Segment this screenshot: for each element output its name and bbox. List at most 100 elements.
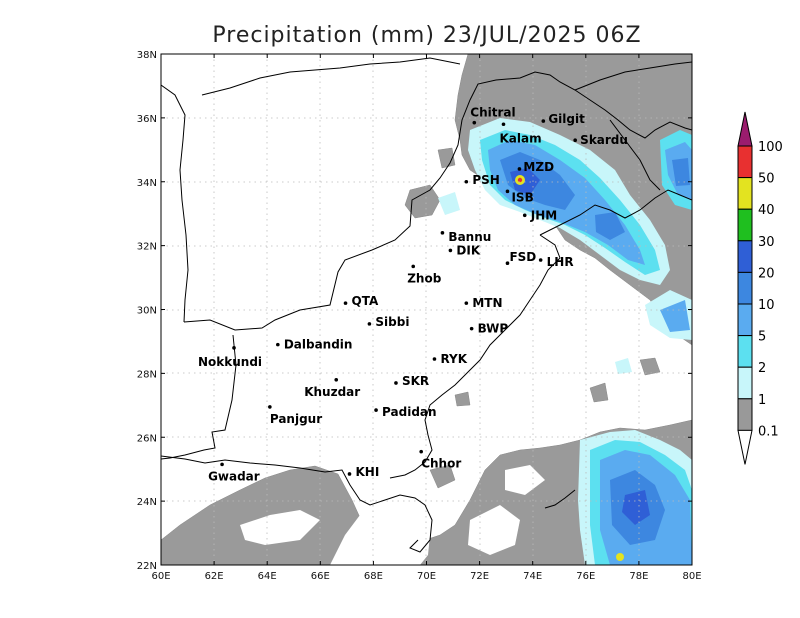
city-dot [440,231,445,235]
city-label: QTA [352,294,379,308]
city-label: Panjgur [270,412,322,426]
city-dot [573,138,577,143]
city-dot [334,377,339,382]
city-label: Dalbandin [284,338,353,352]
city-dot [472,120,477,125]
precip-deep-blue [510,168,650,525]
colorbar-label: 0.1 [758,424,779,439]
lat-tick-label: 24N [137,497,157,508]
colorbar-segment [737,335,753,368]
city-label: Bannu [448,230,491,244]
city-label: PSH [472,173,499,187]
city-label: Skardu [580,133,628,147]
city-label: LHR [547,255,574,269]
city-dot [220,462,224,467]
city-label: Chhor [421,457,461,471]
colorbar-label: 40 [758,203,775,218]
city-dot [448,248,453,253]
city-dot [432,357,437,361]
city-dot [501,122,506,127]
colorbar-segment [737,303,753,337]
city-dot [522,213,527,218]
city-label: Sibbi [375,315,409,329]
city-dot [464,179,469,184]
colorbar-segment [737,271,753,305]
precip-clear-areas [240,465,545,565]
lat-tick-label: 30N [137,306,157,317]
city-label: RYK [440,352,467,366]
city-label: MTN [472,296,502,310]
city-dot [394,381,398,385]
city-dot [538,258,543,262]
city-label: Chitral [470,106,515,120]
lon-tick-label: 70E [417,571,436,582]
city-dot [541,119,546,123]
city-dot [411,264,416,269]
country-borders [161,57,692,553]
colorbar-label: 5 [758,330,766,345]
city-label: Khuzdar [304,385,360,399]
precip-core [515,175,624,561]
city-dot [419,449,423,454]
lon-tick-label: 78E [629,571,648,582]
colorbar-top-arrow [737,111,753,147]
city-dot [367,322,372,326]
city-dot [347,472,352,476]
colorbar-bottom-arrow [737,429,753,465]
city-dot [464,301,469,305]
colorbar-label: 1 [758,393,766,408]
lat-tick-label: 38N [137,50,157,61]
lon-tick-label: 72E [470,571,489,582]
city-markers: Chitral Gilgit Kalam Skardu MZD PSH ISB JHM Bann… [198,106,628,484]
city-dot [469,326,474,331]
map-title: Precipitation (mm) 23/JUL/2025 06Z [212,23,641,48]
lon-tick-label: 68E [364,571,383,582]
city-dot [505,261,510,265]
colorbar-label: 100 [758,140,783,155]
colorbar-segment [737,145,753,179]
city-label: SKR [402,374,429,388]
lon-tick-label: 64E [258,571,277,582]
city-dot [343,301,348,305]
colorbar-label: 30 [758,235,775,250]
colorbar-segment [737,240,753,273]
lat-lon-grid [161,54,692,565]
lat-tick-label: 28N [137,369,157,380]
lat-tick-label: 26N [137,433,157,444]
lon-tick-label: 60E [151,571,170,582]
city-dot [268,405,272,409]
lon-tick-label: 66E [311,571,330,582]
city-label: FSD [509,250,536,264]
latitude-ticks: 22N 24N 26N 28N 30N 32N 34N 36N 38N [137,50,692,572]
city-dot [374,408,378,412]
lat-tick-label: 32N [137,242,157,253]
city-dot [505,189,510,194]
colorbar: 0.1 1 2 5 10 20 30 40 50 100 [737,111,783,465]
lon-tick-label: 62E [205,571,224,582]
colorbar-label: 2 [758,361,766,376]
city-label: Nokkundi [198,355,262,369]
lat-tick-label: 34N [137,178,157,189]
city-label: Gwadar [208,469,260,483]
city-dot [517,167,522,171]
lon-tick-label: 80E [682,571,701,582]
city-label: MZD [523,160,554,174]
city-label: Zhob [407,271,441,285]
colorbar-segment [737,366,753,400]
city-label: Gilgit [548,112,585,126]
lon-tick-label: 76E [576,571,595,582]
city-dot [232,346,236,350]
city-dot [276,342,280,347]
colorbar-segment [737,208,753,242]
colorbar-segment [737,177,753,210]
city-label: BWP [478,322,509,336]
city-label: DIK [456,243,480,257]
lon-tick-label: 74E [523,571,542,582]
lat-tick-label: 22N [137,561,157,572]
city-label: JHM [530,208,557,222]
colorbar-segment [737,398,753,431]
colorbar-label: 50 [758,172,775,187]
lat-tick-label: 36N [137,114,157,125]
city-label: Kalam [499,131,541,145]
